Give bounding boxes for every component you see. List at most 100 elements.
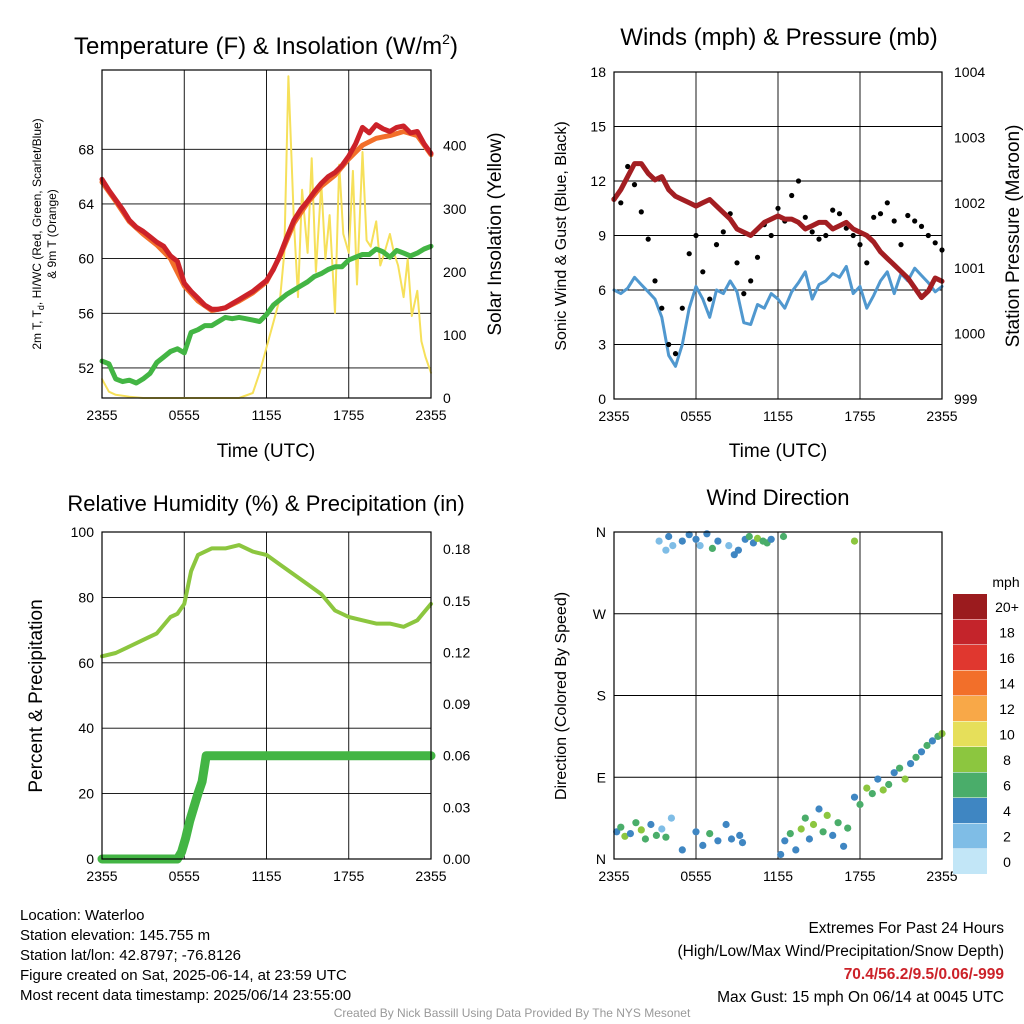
wind-x-tick-label: 2355: [926, 408, 957, 424]
temp-left-tick-label: 52: [78, 360, 94, 376]
direction-point: [805, 835, 814, 843]
direction-point: [714, 537, 722, 545]
gust-point: [891, 218, 897, 224]
temp-left-tick-label: 68: [78, 141, 94, 157]
gust-point: [672, 351, 679, 357]
direction-point: [722, 820, 730, 829]
dir-series: [613, 530, 946, 859]
temp-left-tick-label: 56: [78, 305, 94, 321]
direction-point: [692, 828, 700, 836]
dir-frame: [613, 531, 943, 860]
rh-right-tick-label: 0.06: [443, 748, 470, 764]
rh-left-tick-label: 60: [78, 655, 94, 671]
legend-swatch: [953, 696, 987, 721]
wind-right-tick-label: 1000: [954, 326, 985, 342]
temp-title: Temperature (F) & Insolation (W/m2): [74, 31, 458, 60]
direction-point: [727, 835, 736, 843]
dir-left-tick-labels: N E S W N: [593, 524, 607, 867]
legend-label: 16: [999, 650, 1015, 666]
dir-ylabel: Direction (Colored By Speed): [553, 592, 570, 800]
gust-point: [686, 251, 692, 257]
wind-right-tick-labels: 999 1000 1001 1002 1003 1004: [954, 64, 985, 407]
rh-line: [100, 543, 433, 659]
direction-point: [647, 820, 655, 829]
direction-point: [736, 831, 744, 840]
temp-x-tick-label: 2355: [86, 407, 117, 423]
wind-grid: [613, 72, 943, 399]
legend-swatch: [953, 772, 987, 798]
temp-left-tick-label: 60: [78, 251, 94, 267]
legend-swatch: [953, 721, 987, 747]
rh-right-tick-label: 0.00: [443, 851, 470, 867]
direction-point: [708, 544, 717, 553]
wind-left-tick-label: 0: [598, 391, 606, 407]
wind-xlabel: Time (UTC): [729, 441, 828, 462]
direction-point: [706, 830, 714, 838]
legend-label: 2: [1003, 829, 1011, 845]
direction-point: [637, 826, 645, 834]
dir-legend-title: mph: [992, 574, 1019, 590]
direction-point: [844, 824, 852, 832]
direction-point: [868, 790, 876, 798]
gust-point: [789, 192, 795, 199]
gust-point: [898, 242, 904, 248]
direction-point: [767, 535, 775, 543]
wind-x-tick-label: 1755: [844, 408, 875, 424]
direction-point: [678, 846, 686, 854]
extremes-values: 70.4/56.2/9.5/0.06/-999: [843, 966, 1004, 983]
direction-point: [678, 537, 686, 545]
direction-point: [626, 830, 635, 838]
gust-point: [809, 229, 815, 235]
rh-right-tick-label: 0.03: [443, 799, 470, 815]
gust-point: [741, 291, 747, 297]
dir-x-tick-label: 2355: [598, 868, 629, 884]
temp-right-tick-label: 400: [443, 138, 467, 154]
direction-point: [658, 825, 666, 833]
rh-x-tick-label: 2355: [86, 868, 117, 884]
temp-ylabel-right: Solar Insolation (Yellow): [485, 132, 506, 335]
dir-left-tick-label: E: [597, 769, 606, 785]
dir-x-tick-label: 1155: [763, 868, 793, 884]
dewpoint-line: [99, 243, 434, 386]
gust-point: [700, 269, 706, 275]
direction-point: [734, 546, 743, 554]
gust-point: [734, 260, 740, 266]
legend-label: 0: [1003, 854, 1011, 870]
wind-series: [611, 161, 945, 368]
direction-point: [815, 805, 823, 813]
location-text: Location: Waterloo: [20, 907, 145, 924]
temp-ylabel: 2m T, Td, HI/WC (Red, Green, Scarlet/Blu…: [30, 118, 46, 349]
temp-x-tick-label: 1155: [251, 407, 281, 423]
temp-x-tick-label: 2355: [415, 407, 446, 423]
direction-point: [692, 535, 700, 543]
gust-point: [748, 278, 754, 284]
max-gust-text: Max Gust: 15 mph On 06/14 at 0045 UTC: [717, 989, 1004, 1006]
gust-point: [850, 232, 856, 239]
dir-panel: Wind Direction 2355 0555 1155 1755 2355 N E S W…: [553, 485, 1020, 884]
direction-point: [779, 532, 788, 541]
gust-point: [645, 236, 651, 242]
wind-x-tick-label: 1155: [763, 408, 793, 424]
rh-right-tick-label: 0.09: [443, 696, 470, 712]
gust-point: [905, 212, 911, 219]
gust-point: [775, 205, 781, 211]
gust-point: [625, 163, 631, 170]
wind-left-tick-labels: 0 3 6 9 12 15 18: [590, 64, 606, 407]
legend-swatch: [953, 670, 987, 696]
direction-point: [753, 534, 762, 543]
extremes-desc: (High/Low/Max Wind/Precipitation/Snow De…: [677, 943, 1005, 960]
temp-x-tick-labels: 2355 0555 1155 1755 2355: [86, 407, 446, 423]
gust-point: [659, 305, 665, 311]
legend-label: 4: [1003, 803, 1011, 819]
direction-point: [901, 775, 909, 783]
legend-swatch: [953, 594, 987, 619]
gust-point: [830, 207, 836, 213]
wind-left-tick-label: 6: [598, 282, 606, 298]
direction-point: [621, 832, 629, 840]
rh-title: Relative Humidity (%) & Precipitation (i…: [67, 491, 464, 516]
rh-right-tick-labels: 0.00 0.03 0.06 0.09 0.12 0.15 0.18: [443, 541, 470, 867]
direction-point: [912, 753, 920, 761]
temp-x-tick-label: 0555: [169, 407, 200, 423]
dir-x-tick-label: 0555: [680, 868, 711, 884]
wind-left-tick-label: 12: [590, 173, 606, 189]
